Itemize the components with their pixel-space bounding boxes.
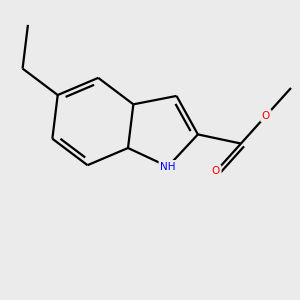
Text: NH: NH [160, 162, 176, 172]
Text: O: O [212, 167, 220, 176]
Text: O: O [262, 111, 270, 121]
